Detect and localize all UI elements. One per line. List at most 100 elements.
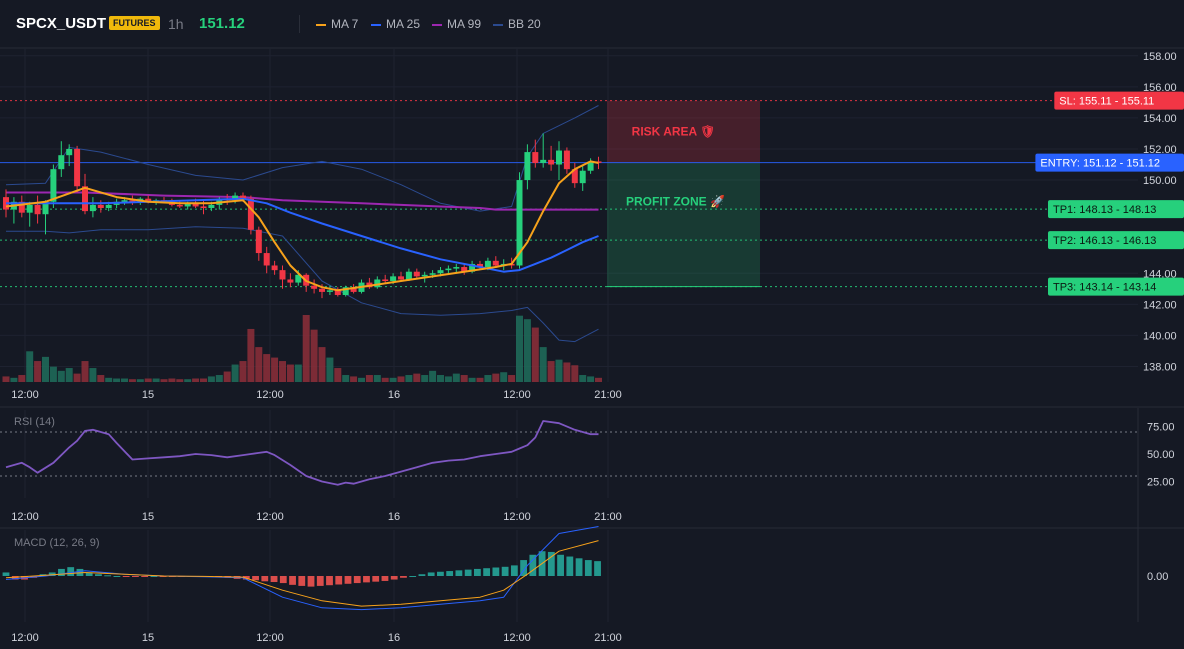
macd-histogram-bar [409,576,417,577]
volume-bar [144,378,152,382]
macd-histogram-bar [455,570,463,576]
candle-body [50,169,57,202]
macd-histogram-bar [48,572,56,576]
level-tag[interactable] [1048,200,1184,219]
volume-bar [318,347,326,382]
volume-bar [508,375,516,382]
candle-body [374,279,381,288]
time-axis-label: 21:00 [594,632,622,644]
candle-body [271,265,278,271]
candle-body [390,276,397,282]
volume-bar [516,315,523,382]
volume-bar [452,373,460,382]
volume-bar [563,362,571,382]
candle-body [516,180,523,266]
volume-bar [334,368,342,382]
candle-body [524,152,531,181]
volume-bar [73,373,81,382]
level-tag-text: TP2: 146.13 - 146.13 [1053,235,1156,247]
candle-body [587,161,594,171]
macd-histogram-bar [575,558,583,576]
legend-ma99[interactable]: MA 99 [432,17,481,31]
candle-body [453,267,460,269]
macd-histogram-bar [58,568,65,576]
macd-histogram-bar [584,560,592,576]
volume-bar [184,379,192,382]
macd-histogram-bar [113,576,121,577]
symbol-label[interactable]: SPCX_USDT [16,15,107,32]
time-axis-label: 15 [142,632,154,644]
time-axis-label: 12:00 [11,511,39,523]
volume-bar [286,364,294,382]
macd-axis-label: 0.00 [1147,571,1168,583]
level-tag-text: TP1: 148.13 - 148.13 [1053,204,1156,216]
level-tag-text: ENTRY: 151.12 - 151.12 [1040,158,1160,170]
volume-bar [587,376,595,382]
macd-histogram-bar [141,576,149,577]
volume-bar [255,347,263,382]
volume-bar [595,377,602,382]
level-tag[interactable] [1035,153,1184,172]
volume-bar [57,370,65,382]
candle-body [97,204,104,209]
level-tag[interactable] [1054,91,1184,110]
volume-bar [429,370,437,382]
macd-histogram-bar [326,576,333,586]
volume-bar [89,368,97,382]
legend-ma7[interactable]: MA 7 [316,17,358,31]
legend-ma25[interactable]: MA 25 [371,17,420,31]
candle-body [184,203,191,207]
macd-histogram-bar [437,571,444,576]
volume-bar [539,347,547,382]
volume-bar [302,315,310,382]
macd-histogram-bar [307,576,315,587]
candle-body [18,201,25,213]
macd-histogram-bar [316,576,324,586]
volume-bar [444,376,452,382]
macd-histogram-bar [85,572,93,576]
price-axis-label: 156.00 [1143,82,1177,94]
candle-body [74,148,81,187]
price-axis-label: 144.00 [1143,268,1177,280]
macd-histogram-bar [289,576,296,585]
legend-ma99-label: MA 99 [447,17,482,31]
risk-area-zone [607,100,760,163]
level-tag-text: SL: 155.11 - 155.11 [1059,96,1154,108]
volume-bar [105,377,113,382]
volume-bar [468,377,476,382]
level-tag[interactable] [1048,277,1184,296]
volume-bar [176,379,184,382]
volume-bar [342,375,350,382]
price-axis-label: 150.00 [1143,175,1177,187]
candle-body [145,198,152,202]
candle-body [240,195,246,199]
timeframe-label[interactable]: 1h [168,16,184,32]
legend-swatch-ma25 [371,23,381,26]
macd-histogram-bar [464,569,472,576]
volume-bar [160,379,168,382]
volume-bar [34,361,42,382]
volume-bar [152,378,160,382]
volume-bar [192,378,200,382]
candle-body [66,148,73,156]
macd-histogram-bar [252,576,259,581]
candle-body [405,271,412,280]
macd-title: MACD (12, 26, 9) [14,537,100,549]
time-axis-label: 12:00 [11,389,39,401]
volume-bar [413,373,421,382]
volume-bar [350,376,358,382]
time-axis-label: 12:00 [11,632,39,644]
rsi-axis-label: 25.00 [1147,477,1175,489]
level-tag[interactable] [1048,231,1184,250]
macd-histogram-bar [95,574,102,576]
volume-bar [381,377,389,382]
volume-bar [397,376,405,382]
legend-bb20[interactable]: BB 20 [493,17,541,31]
signal-line [5,540,599,607]
chart-header: SPCX_USDT FUTURES 1h 151.12 MA 7 MA 25 M… [0,0,1184,48]
volume-bar [81,361,89,382]
volume-bar [484,375,492,382]
macd-histogram-bar [372,576,380,582]
candle-body [232,195,239,201]
